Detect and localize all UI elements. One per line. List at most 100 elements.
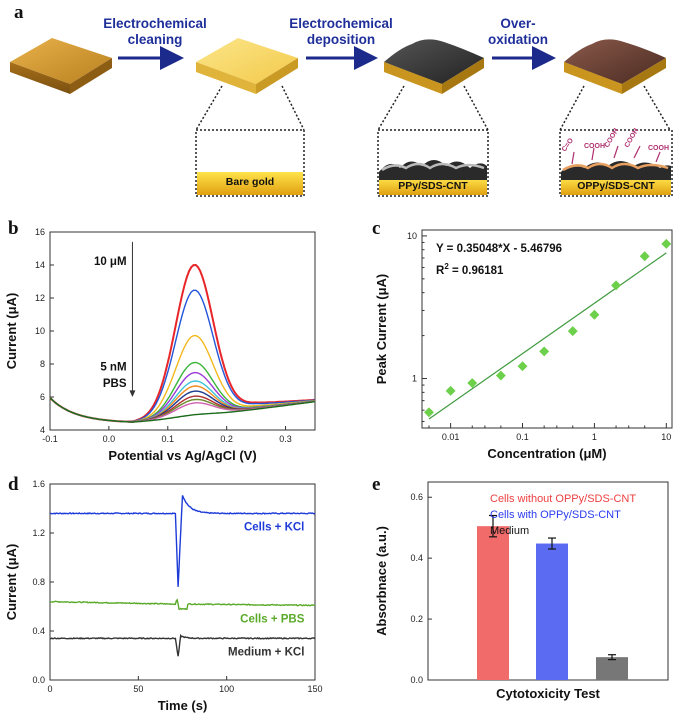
y-tick-label: 16 <box>35 227 45 237</box>
x-tick-label: 0.1 <box>516 432 529 442</box>
x-tick-label: 0 <box>47 684 52 694</box>
x-tick-label: 0.01 <box>442 432 460 442</box>
x-tick-label: 150 <box>307 684 322 694</box>
trace-2 <box>49 633 316 657</box>
fit-line <box>428 252 667 420</box>
annotation-high: 10 μM <box>94 256 127 268</box>
step-1-line-1: Electrochemical <box>103 16 207 31</box>
panel-letter-b: b <box>8 218 19 239</box>
y-axis-title: Peak Current (μA) <box>374 274 389 385</box>
step-label-deposition: Electrochemical deposition <box>282 16 400 48</box>
chart-c-calibration: 0.01 0.1 1 10 1 10 Concentration (μM) Peak Curr… <box>374 229 673 461</box>
fit-r2: R2 = 0.96181 <box>436 262 504 277</box>
inset-oppy-art: C=O COOH COOH COOH COOH <box>559 127 673 197</box>
y-tick-label: 0.6 <box>410 492 423 502</box>
data-point-7 <box>589 309 600 320</box>
y-tick-label: 12 <box>35 293 45 303</box>
y-tick-label: 1.6 <box>32 479 45 489</box>
y-axis-title: Current (μA) <box>4 544 19 621</box>
bar-0 <box>477 526 509 680</box>
y-tick-label: 4 <box>40 425 45 435</box>
data-point-10 <box>661 238 672 249</box>
step-1-line-2: cleaning <box>127 32 183 47</box>
concentration-arrow-head <box>129 390 136 397</box>
legend-entry-0: Cells without OPPy/SDS-CNT <box>490 493 636 505</box>
step-2-line-1: Electrochemical <box>289 16 393 31</box>
series-line-0 <box>49 263 316 423</box>
step-3-line-1: Over- <box>500 16 536 31</box>
annotation-pbs: PBS <box>103 378 127 390</box>
inset-label-bare-gold: Bare gold <box>225 176 275 188</box>
y-tick-label: 1.2 <box>32 528 45 538</box>
bar-1 <box>536 543 568 680</box>
y-tick-label: 8 <box>40 359 45 369</box>
x-tick-label: 10 <box>661 432 671 442</box>
x-tick-label: 0.1 <box>162 434 175 444</box>
y-axis-title: Current (μA) <box>4 293 19 370</box>
y-tick-label: 0.0 <box>32 675 45 685</box>
x-tick-label: 0.0 <box>103 434 116 444</box>
trace-label-0: Cells + KCl <box>244 522 304 534</box>
plot-frame <box>421 229 673 429</box>
inset-label-ppy: PPy/SDS-CNT <box>398 180 468 192</box>
zoom-lines <box>195 85 671 131</box>
step-label-oxidation: Over- oxidation <box>472 16 564 48</box>
chip-bare-gold <box>196 38 298 94</box>
x-tick-label: 50 <box>133 684 143 694</box>
x-axis-title: Time (s) <box>158 698 208 713</box>
fit-equation: Y = 0.35048*X - 5.46796 <box>436 243 562 255</box>
legend-entry-1: Cells with OPPy/SDS-CNT <box>490 509 621 521</box>
chart-b-voltammogram: -0.1 0.0 0.1 0.2 0.3 4 6 8 10 12 14 16 Potential vs … <box>4 227 316 463</box>
chip-raw-gold <box>10 38 112 94</box>
y-axis-title: Absorbnace (a.u.) <box>374 526 389 636</box>
chem-label-5: COOH <box>648 145 669 152</box>
y-tick-label: 14 <box>35 260 45 270</box>
y-tick-label: 10 <box>35 326 45 336</box>
inset-bare-gold-art <box>195 129 305 197</box>
chart-d-amperometry: 0 50 100 150 0.0 0.4 0.8 1.2 1.6 Time (s) Current … <box>4 479 323 713</box>
data-point-5 <box>539 346 550 357</box>
y-tick-label: 6 <box>40 392 45 402</box>
chip-ppy <box>384 39 484 94</box>
step-3-line-2: oxidation <box>488 32 548 47</box>
data-point-3 <box>495 370 506 381</box>
x-tick-label: 100 <box>219 684 234 694</box>
panel-letter-a: a <box>14 2 24 23</box>
data-point-1 <box>445 385 456 396</box>
data-point-4 <box>517 361 528 372</box>
step-label-cleaning: Electrochemical cleaning <box>96 16 214 48</box>
y-tick-label: 0.2 <box>410 614 423 624</box>
inset-ppy-art <box>377 129 489 197</box>
x-axis-title: Potential vs Ag/AgCl (V) <box>108 448 256 463</box>
chip-oppy <box>564 39 666 94</box>
trace-1 <box>49 598 316 611</box>
panel-letter-d: d <box>8 474 19 495</box>
trace-label-1: Cells + PBS <box>240 613 305 625</box>
series-line-11 <box>49 397 316 423</box>
y-tick-label: 0.0 <box>410 675 423 685</box>
data-point-8 <box>611 280 622 291</box>
x-axis-title: Concentration (μM) <box>487 446 606 461</box>
x-axis-title: Cytotoxicity Test <box>496 686 600 701</box>
x-tick-label: -0.1 <box>42 434 58 444</box>
series-line-2 <box>49 334 316 423</box>
y-tick-label: 0.8 <box>32 577 45 587</box>
annotation-low: 5 nM <box>100 362 126 374</box>
x-tick-label: 0.2 <box>220 434 233 444</box>
data-point-9 <box>639 251 650 262</box>
panel-letter-c: c <box>372 218 381 239</box>
x-tick-label: 0.3 <box>279 434 292 444</box>
chart-e-cytotoxicity: 0.0 0.2 0.4 0.6 Cytotoxicity Test Absorbnace … <box>374 481 669 701</box>
bar-2 <box>596 657 628 680</box>
trace-label-2: Medium + KCl <box>228 647 304 659</box>
data-point-6 <box>567 326 578 337</box>
data-point-0 <box>424 407 434 418</box>
x-tick-label: 1 <box>592 432 597 442</box>
chem-label-2: COOH <box>584 143 605 150</box>
y-tick-label: 10 <box>407 231 417 241</box>
y-tick-label: 0.4 <box>32 626 45 636</box>
panel-letter-e: e <box>372 474 381 495</box>
step-2-line-2: deposition <box>306 32 376 47</box>
trace-0 <box>49 495 316 587</box>
schematic-panel-a: C=O COOH COOH COOH COOH <box>10 38 673 197</box>
